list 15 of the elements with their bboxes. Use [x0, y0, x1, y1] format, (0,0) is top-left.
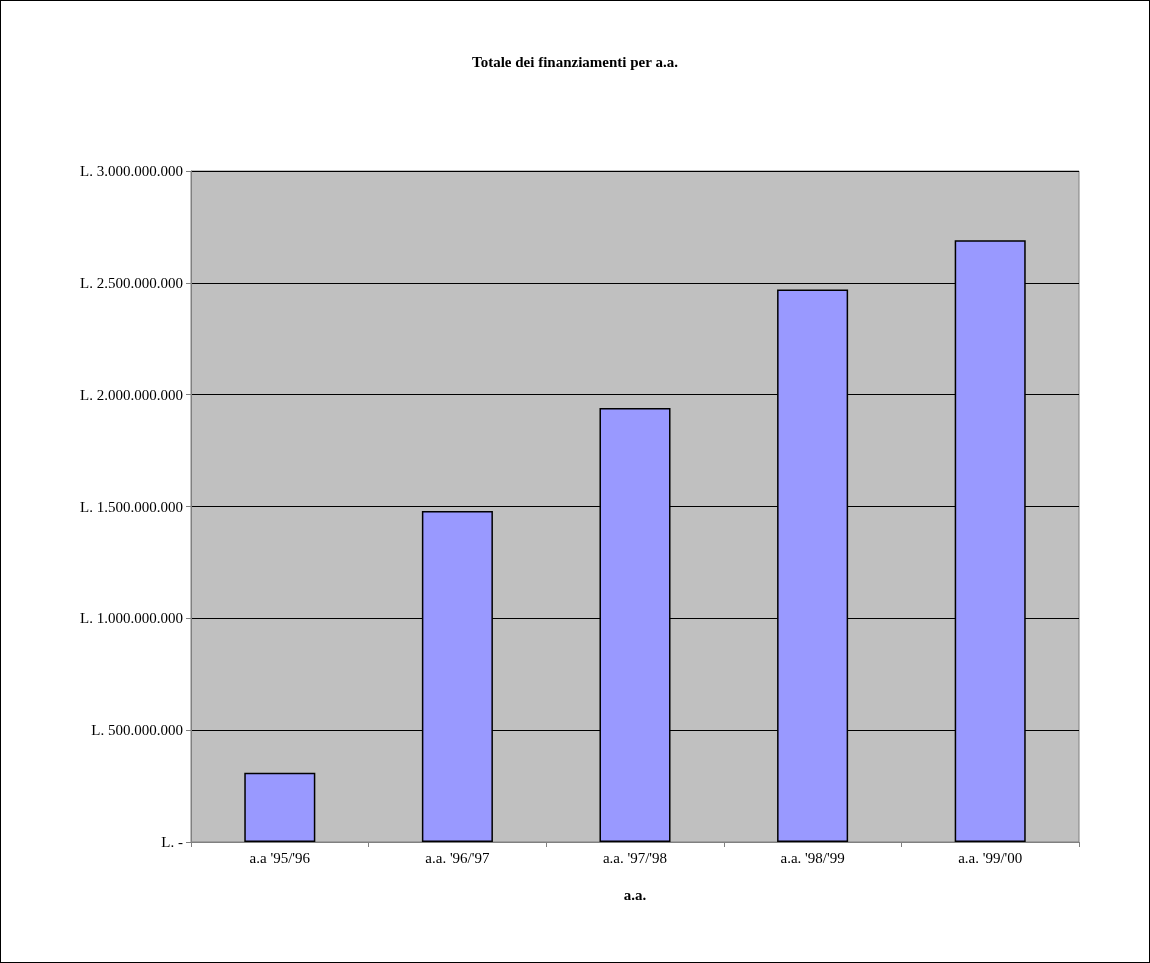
x-axis-title: a.a.: [623, 886, 647, 903]
y-tick-label: L. 500.000.000: [91, 722, 183, 739]
y-tick-label: L. 1.500.000.000: [80, 498, 183, 515]
y-tick-label: L. 2.000.000.000: [80, 386, 183, 403]
chart-title: Totale dei finanziamenti per a.a.: [472, 53, 679, 70]
x-tick-label: a.a. '97/'98: [602, 849, 668, 866]
x-tick-label: a.a. '98/'99: [780, 849, 845, 866]
x-tick-label: a.a. '99/'00: [958, 849, 1023, 866]
y-tick-label: L. 3.000.000.000: [80, 163, 183, 179]
x-tick-label: a.a. '96/'97: [425, 849, 490, 866]
y-tick-label: L. 1.000.000.000: [80, 610, 183, 627]
y-tick-label: L. -: [161, 834, 183, 850]
bar: [244, 772, 316, 842]
x-tick-label: a.a '95/'96: [249, 849, 311, 866]
y-tick-label: L. 2.500.000.000: [80, 274, 183, 291]
